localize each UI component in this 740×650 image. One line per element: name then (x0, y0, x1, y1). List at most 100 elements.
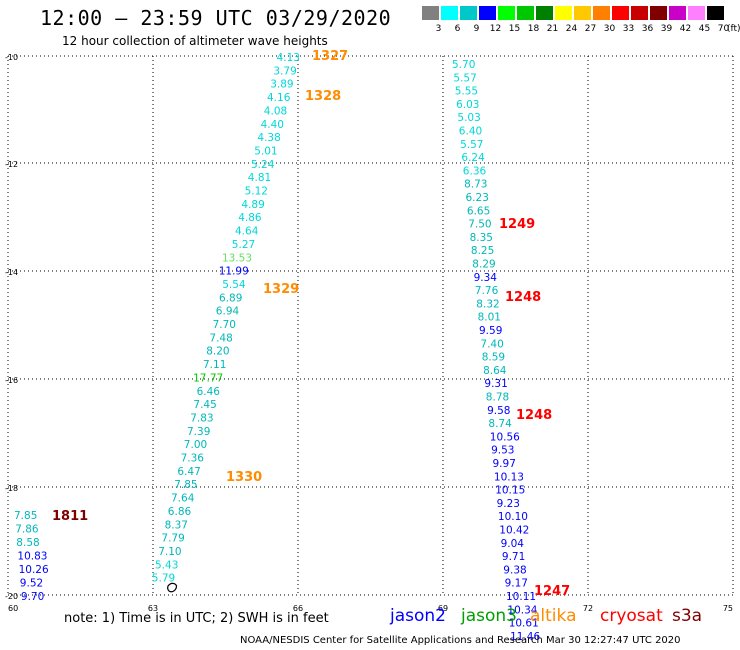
satellite-legend-jason2: jason2 (390, 606, 446, 626)
wave-height-value: 10.13 (494, 471, 524, 483)
wave-height-value: 6.47 (177, 466, 200, 478)
wave-height-value: 7.48 (209, 332, 232, 344)
wave-height-value: 7.10 (158, 546, 181, 558)
wave-height-value: 5.55 (455, 86, 478, 98)
wave-height-value: 8.35 (470, 232, 493, 244)
page-title: 12:00 – 23:59 UTC 03/29/2020 (40, 6, 392, 30)
satellite-legend-s3a: s3a (672, 606, 703, 626)
scale-label: 42 (679, 24, 692, 34)
scale-label: 15 (508, 24, 521, 34)
wave-height-value: 6.24 (461, 152, 485, 164)
wave-height-value: 5.57 (453, 72, 476, 84)
wave-height-value: 5.01 (254, 145, 277, 157)
wave-height-value: 5.12 (245, 186, 268, 198)
wave-height-value: 5.24 (251, 159, 275, 171)
wave-height-value: 9.17 (505, 578, 528, 590)
y-tick-label: -16 (5, 376, 18, 385)
wave-height-value: 8.64 (483, 365, 507, 377)
scale-label: 30 (603, 24, 616, 34)
wave-height-value: 6.23 (466, 192, 489, 204)
grid-lines (7, 55, 734, 596)
scale-swatch (650, 6, 667, 20)
pass-time-label: 1249 (499, 217, 535, 232)
wave-height-value: 8.29 (472, 259, 495, 271)
x-tick-label: 60 (8, 604, 18, 613)
scale-swatch (631, 6, 648, 20)
wave-height-value: 10.15 (495, 485, 525, 497)
wave-height-value: 9.58 (487, 405, 510, 417)
wave-height-value: 8.01 (478, 312, 501, 324)
pass-time-label: 1327 (312, 49, 348, 64)
scale-label: 45 (698, 24, 711, 34)
y-tick-label: -12 (5, 160, 18, 169)
wave-height-value: 8.25 (471, 245, 494, 257)
wave-height-value: 10.26 (19, 564, 49, 576)
wave-height-value: 9.59 (479, 325, 502, 337)
pass-time-label: 1247 (534, 584, 570, 599)
wave-height-value: 9.53 (491, 445, 514, 457)
scale-swatch (669, 6, 686, 20)
wave-height-value: 3.79 (273, 65, 296, 77)
y-tick-label: -10 (5, 53, 18, 62)
satellite-legend-jason3: jason3 (461, 606, 517, 626)
scale-label: 3 (435, 24, 442, 34)
x-tick-label: 75 (723, 604, 733, 613)
wave-height-value: 3.89 (270, 79, 293, 91)
wave-height-value: 7.76 (475, 285, 499, 297)
x-tick-label: 72 (583, 604, 593, 613)
wave-height-value: 7.79 (161, 533, 184, 545)
wave-height-tracks: 4.133.79 3.894.164.08 4.404.385.01 5.244.81… (14, 52, 540, 643)
scale-swatch (688, 6, 705, 20)
wave-height-value: 9.38 (503, 564, 526, 576)
wave-height-value: 7.36 (181, 453, 205, 465)
scale-label: 12 (489, 24, 502, 34)
satellite-legend-cryosat: cryosat (600, 606, 663, 626)
wave-height-value: 9.70 (21, 591, 44, 603)
wave-height-value: 5.43 (155, 559, 178, 571)
wave-height-value: 9.52 (20, 578, 43, 590)
wave-height-value: 5.54 (222, 279, 246, 291)
pass-time-label: 1248 (505, 290, 541, 305)
wave-height-value: 4.86 (238, 212, 262, 224)
wave-height-value: 11.46 (510, 631, 540, 643)
wave-height-value: 10.61 (509, 618, 539, 630)
wave-height-value: 4.81 (248, 172, 271, 184)
scale-swatch (517, 6, 534, 20)
wave-height-value: 7.64 (171, 493, 195, 505)
scale-swatch (422, 6, 439, 20)
wave-height-value: 8.78 (486, 392, 509, 404)
scale-swatch (441, 6, 458, 20)
scale-unit: (ft) (727, 24, 740, 34)
scale-swatch (555, 6, 572, 20)
wave-height-value: 17.77 (193, 372, 223, 384)
wave-height-value: 6.65 (467, 205, 490, 217)
wave-height-value: 9.04 (501, 538, 525, 550)
wave-height-value: 7.00 (184, 439, 207, 451)
wave-height-value: 6.46 (197, 386, 221, 398)
wave-height-value: 5.03 (457, 112, 480, 124)
wave-height-value: 5.79 (152, 573, 175, 585)
scale-swatch (612, 6, 629, 20)
x-tick-label: 63 (148, 604, 158, 613)
wave-height-value: 8.37 (165, 519, 188, 531)
wave-height-value: 6.36 (463, 165, 487, 177)
wave-height-value: 9.31 (484, 378, 507, 390)
wave-height-value: 5.57 (460, 139, 483, 151)
pass-time-labels: 1327 1328 1329 1330 1249 1248 1248 1247 1811 (52, 49, 570, 599)
scale-label: 70 (717, 24, 730, 34)
wave-height-value: 5.70 (452, 59, 475, 71)
x-tick-label: 66 (293, 604, 303, 613)
wave-height-value: 9.23 (497, 498, 520, 510)
scale-label: 33 (622, 24, 635, 34)
wave-height-value: 6.86 (168, 506, 192, 518)
y-tick-label: -18 (5, 484, 18, 493)
wave-height-value: 7.39 (187, 426, 210, 438)
wave-height-value: 8.20 (206, 346, 229, 358)
wave-height-value: 4.40 (261, 119, 284, 131)
wave-height-value: 13.53 (222, 252, 252, 264)
satellite-legend-altika: altika (530, 606, 577, 626)
wave-height-value: 11.99 (219, 266, 249, 278)
y-tick-label: -14 (5, 268, 18, 277)
wave-height-value: 7.85 (14, 510, 37, 522)
wave-height-value: 4.64 (235, 226, 259, 238)
